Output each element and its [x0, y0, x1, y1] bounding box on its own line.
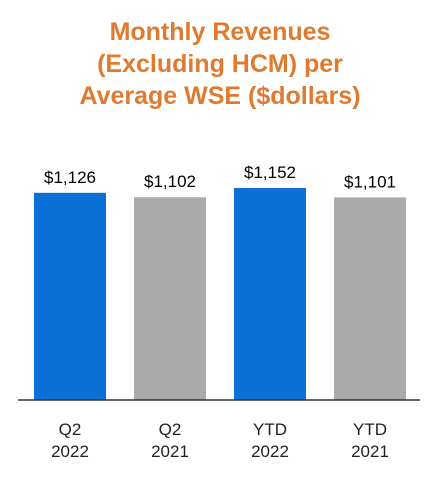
- chart-title-line-1: Monthly Revenues: [109, 18, 331, 46]
- x-tick-label-2-0: YTD: [253, 420, 287, 439]
- bar-0: [34, 192, 106, 400]
- data-label-1: $1,102: [144, 172, 196, 191]
- data-label-2: $1,152: [244, 163, 296, 182]
- data-label-0: $1,126: [44, 168, 96, 187]
- x-tick-label-1-0: Q2: [159, 420, 182, 439]
- x-tick-label-0-1: 2022: [51, 442, 89, 461]
- chart-title: Monthly Revenues (Excluding HCM) per Ave…: [0, 16, 440, 112]
- data-label-3: $1,101: [344, 172, 396, 191]
- chart-title-line-3: Average WSE ($dollars): [79, 82, 361, 110]
- bar-2: [234, 188, 306, 400]
- x-tick-label-0-0: Q2: [59, 420, 82, 439]
- x-tick-label-1-1: 2021: [151, 442, 189, 461]
- bar-3: [334, 197, 406, 400]
- x-tick-label-3-1: 2021: [351, 442, 389, 461]
- x-tick-label-3-0: YTD: [353, 420, 387, 439]
- chart-title-line-2: (Excluding HCM) per: [97, 50, 343, 78]
- bar-1: [134, 197, 206, 400]
- x-tick-label-2-1: 2022: [251, 442, 289, 461]
